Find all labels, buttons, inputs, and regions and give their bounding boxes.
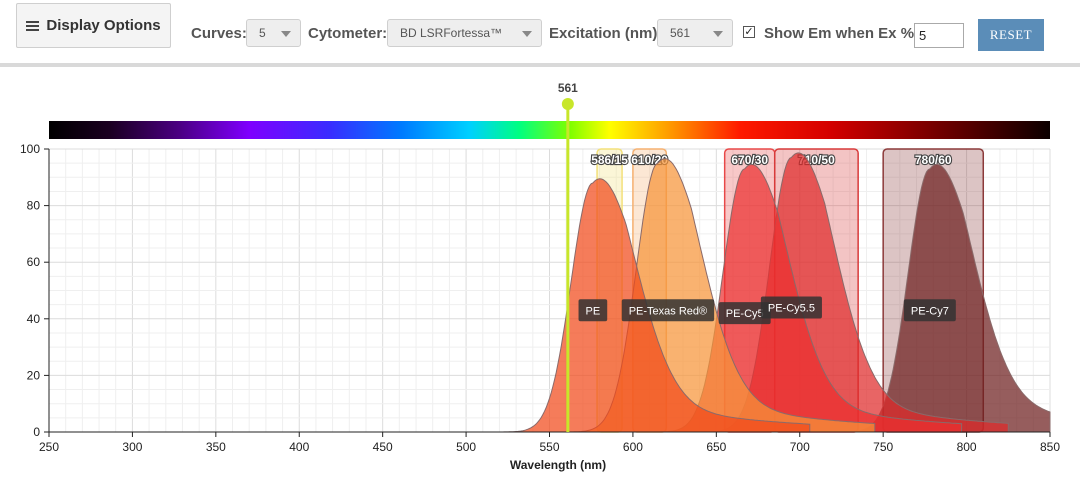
x-tick-label: 750 [873,440,893,454]
series-label: PE-Cy5.5 [768,302,815,314]
toolbar-divider [0,63,1080,67]
series-label-box [718,302,771,325]
y-tick-label: 80 [27,199,41,213]
x-tick-label: 700 [790,440,810,454]
series-labels: PE PE-Texas Red® PE-Cy5 PE-Cy5.5 PE-Cy7 [578,296,956,325]
excitation-select[interactable]: 561 [657,19,733,47]
display-options-label: Display Options [46,17,161,34]
curves-label: Curves: [191,25,247,42]
series-label-box [903,299,956,322]
series-label-box [578,299,608,322]
excitation-marker: 561 [558,81,578,432]
show-em-checkbox[interactable]: ✓ [743,26,755,38]
series-label: PE-Cy5 [726,308,764,320]
x-tick-label: 650 [706,440,726,454]
y-tick-label: 40 [27,312,41,326]
display-options-button[interactable]: Display Options [16,3,171,48]
x-tick-label: 550 [539,440,559,454]
excitation-handle [561,98,574,110]
reset-button[interactable]: RESET [978,19,1044,51]
chevron-down-icon [522,31,532,37]
x-tick-label: 350 [206,440,226,454]
x-tick-label: 300 [122,440,142,454]
curves-select[interactable]: 5 [246,19,301,47]
menu-icon [26,19,40,33]
series-label-box [760,296,822,319]
threshold-input[interactable] [914,23,964,48]
x-tick-label: 850 [1040,440,1060,454]
series-label: PE-Cy7 [911,305,949,317]
cytometer-label: Cytometer: [308,25,388,42]
excitation-label: Excitation (nm): [549,25,663,42]
y-tick-label: 100 [20,142,40,156]
x-tick-label: 500 [456,440,476,454]
cytometer-value: BD LSRFortessa™ [400,26,503,40]
x-tick-label: 450 [373,440,393,454]
filter-label: 586/15 [591,153,628,167]
x-tick-label: 250 [39,440,59,454]
x-tick-label: 400 [289,440,309,454]
x-axis-label: Wavelength (nm) [510,458,606,472]
excitation-label: 561 [558,81,578,95]
filter-label: 670/30 [731,153,768,167]
x-tick-label: 600 [623,440,643,454]
spectrum-bar [49,121,1050,139]
y-tick-label: 20 [27,368,41,382]
excitation-value: 561 [670,26,691,40]
series-label: PE-Texas Red® [629,305,707,317]
chevron-down-icon [713,31,723,37]
series-label-box [621,299,715,322]
axes: 250 300 350 400 450 500 550 600 650 700 750 800 850 0… [20,142,1060,454]
series-label: PE [586,305,601,317]
show-em-label: Show Em when Ex % > [764,25,927,42]
cytometer-select[interactable]: BD LSRFortessa™ [387,19,542,47]
chevron-down-icon [281,31,291,37]
curves-value: 5 [259,26,266,40]
filter-label: 780/60 [915,153,952,167]
toolbar: Display Options Curves: 5 Cytometer: BD … [0,0,1080,67]
x-tick-label: 800 [957,440,977,454]
y-tick-label: 0 [33,425,40,439]
y-tick-label: 60 [27,255,41,269]
